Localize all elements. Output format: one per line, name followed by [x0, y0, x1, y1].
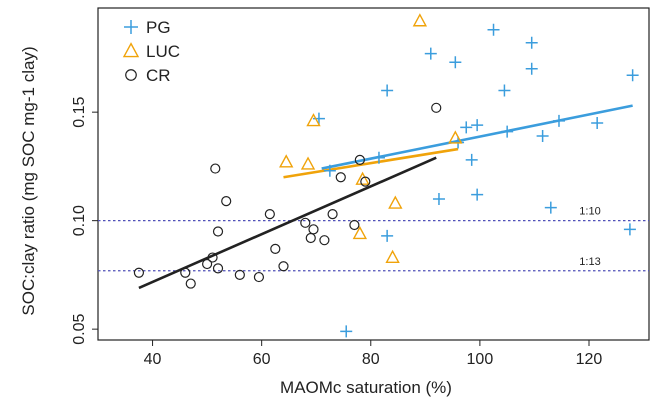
y-tick-label: 0.10 — [71, 205, 88, 236]
pg-point — [501, 125, 514, 138]
cr-point — [212, 263, 224, 274]
y-tick-label: 0.15 — [71, 96, 88, 127]
luc-point — [412, 13, 428, 27]
cr-point — [234, 269, 245, 281]
pg-point — [591, 117, 604, 130]
cr-point — [327, 209, 338, 220]
pg-point — [525, 36, 538, 49]
pg-point — [471, 188, 484, 201]
cr-point — [185, 278, 196, 289]
pg-point — [323, 164, 336, 177]
legend-label-pg: PG — [146, 18, 171, 37]
pg-point — [312, 112, 325, 125]
pg-point — [381, 229, 394, 242]
pg-point — [498, 84, 511, 97]
luc-point — [300, 156, 316, 170]
pg-point — [623, 223, 636, 236]
x-tick-label: 40 — [144, 351, 162, 368]
pg-point — [536, 130, 549, 143]
pg-point — [340, 325, 353, 338]
cr-point — [305, 232, 316, 244]
legend-label-cr: CR — [146, 66, 171, 85]
pg-point — [381, 84, 394, 97]
cr-point — [133, 267, 145, 278]
reference-line-label: 1:10 — [579, 206, 600, 218]
cr-point — [180, 267, 191, 278]
cr-point — [360, 176, 371, 187]
luc-point — [385, 249, 400, 263]
cr-point — [210, 163, 221, 174]
pg-point — [432, 192, 445, 205]
pg-point — [460, 121, 473, 134]
cr-point — [354, 154, 365, 165]
trend-line — [283, 147, 459, 179]
pg-point — [471, 119, 484, 132]
x-tick-label: 60 — [253, 351, 271, 368]
legend-label-luc: LUC — [146, 42, 180, 61]
cr-point — [202, 258, 213, 270]
trend-line — [138, 156, 437, 290]
luc-point — [279, 154, 294, 168]
x-tick-label: 100 — [467, 351, 494, 368]
cr-point — [335, 172, 346, 183]
legend-marker-luc — [122, 42, 140, 58]
cr-point — [300, 217, 311, 228]
legend-marker-cr — [125, 69, 137, 81]
cr-point — [319, 235, 330, 246]
plot-frame — [97, 7, 650, 341]
cr-point — [270, 243, 281, 254]
luc-point — [352, 225, 368, 240]
cr-point — [207, 252, 218, 263]
x-axis-label: MAOMc saturation (%) — [280, 378, 452, 397]
cr-point — [253, 271, 265, 283]
cr-point — [264, 209, 275, 220]
legend-marker-pg — [124, 20, 138, 34]
axes: 40 60 80 100 120 0.05 0.10 0.15 — [71, 96, 602, 368]
cr-point — [431, 102, 442, 113]
trend-lines — [138, 104, 633, 290]
legend: PG LUC CR — [122, 18, 180, 85]
reference-lines: 1:10 1:13 — [98, 206, 649, 272]
pg-point — [449, 56, 462, 69]
cr-point — [308, 224, 319, 235]
cr-point — [278, 261, 289, 272]
pg-point — [465, 153, 478, 166]
pg-point — [424, 47, 437, 60]
pg-point — [487, 23, 500, 36]
plot-area — [97, 7, 650, 341]
cr-point — [212, 226, 224, 237]
data-points — [133, 13, 639, 338]
pg-point — [525, 62, 538, 75]
pg-point — [626, 69, 639, 82]
luc-point — [306, 113, 321, 127]
cr-point — [221, 196, 232, 207]
pg-point — [544, 201, 557, 214]
x-tick-label: 80 — [362, 351, 380, 368]
y-axis-label: SOC:clay ratio (mg SOC mg-1 clay) — [19, 46, 38, 315]
reference-line-label: 1:13 — [579, 256, 600, 268]
pg-point — [372, 151, 385, 164]
luc-point — [448, 130, 463, 144]
x-tick-label: 120 — [576, 351, 603, 368]
pg-point — [552, 114, 565, 127]
luc-point — [388, 195, 403, 209]
trend-line — [321, 104, 633, 170]
luc-point — [355, 171, 370, 185]
cr-point — [349, 219, 360, 231]
y-tick-label: 0.05 — [71, 313, 88, 344]
